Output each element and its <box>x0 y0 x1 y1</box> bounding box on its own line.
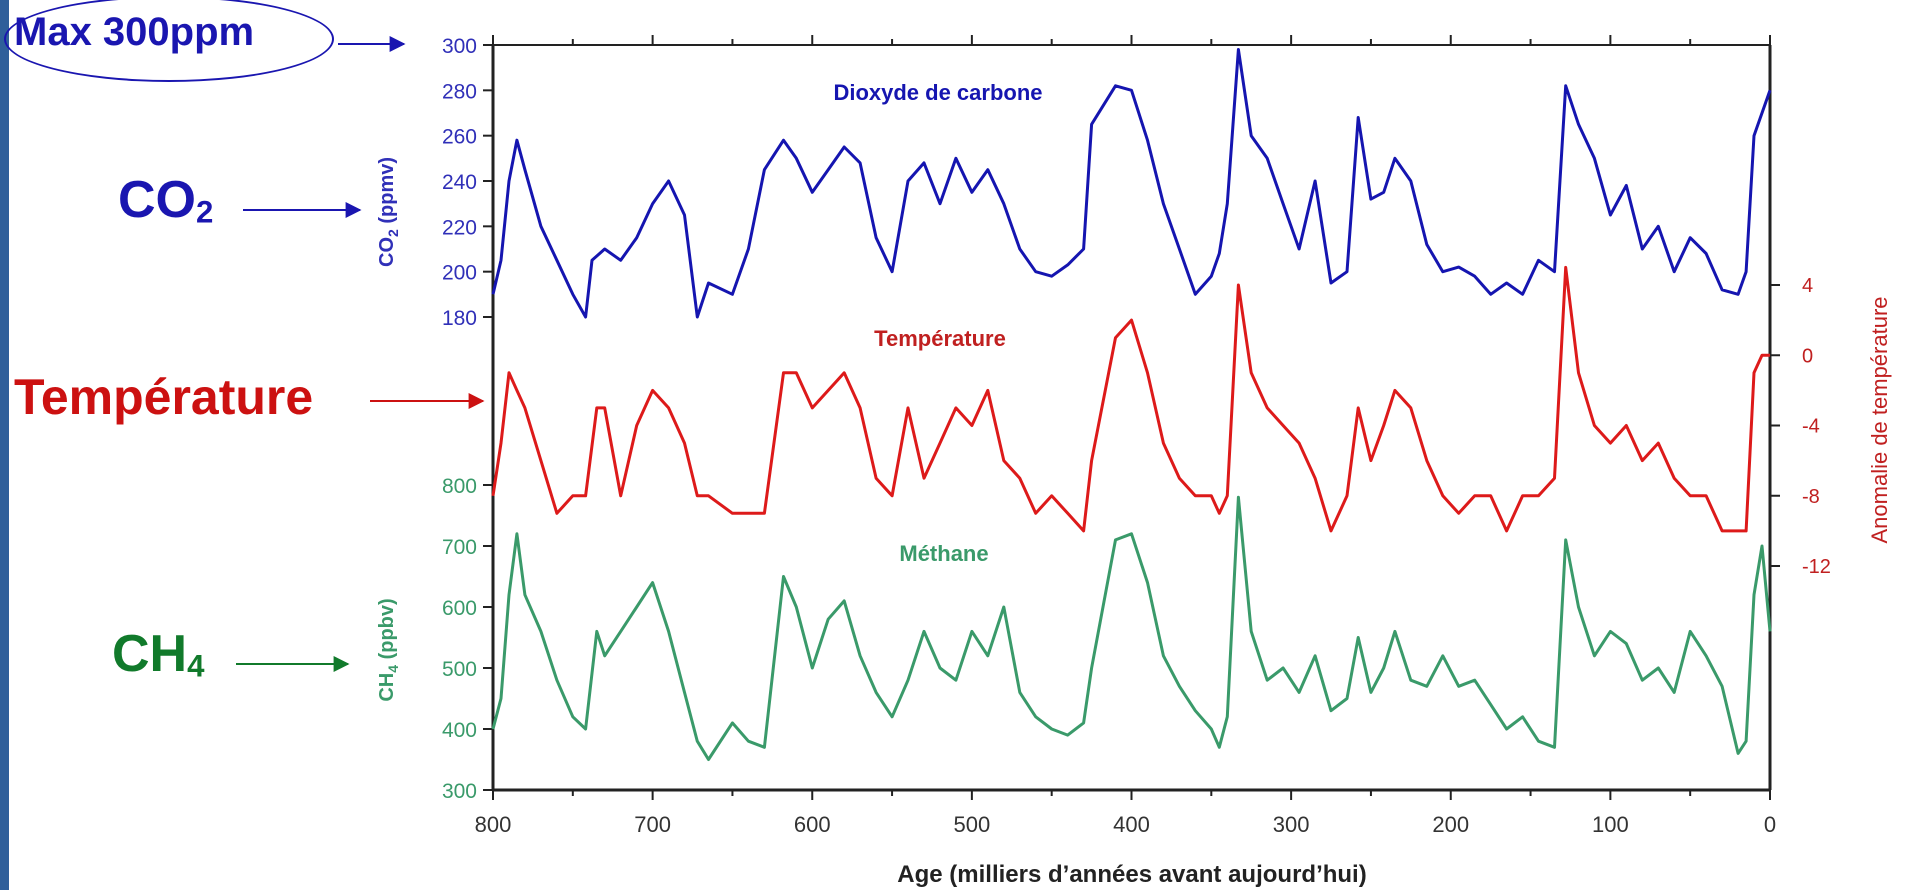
temperature-y-tick-label: -8 <box>1802 486 1820 508</box>
left-accent-bar <box>0 0 9 890</box>
methane-series-line <box>491 495 1772 761</box>
temperature-y-tick-label: 0 <box>1802 345 1813 367</box>
co2-y-tick-label: 200 <box>442 262 477 285</box>
temperature-series-line <box>491 265 1770 533</box>
co2-y-tick-label: 180 <box>442 307 477 330</box>
co2-y-tick-label: 280 <box>442 80 477 103</box>
co2-y-tick-label: 300 <box>442 35 477 58</box>
x-tick-label: 800 <box>475 812 512 837</box>
temperature-y-tick-label: -12 <box>1802 556 1831 578</box>
co2-y-tick-label: 220 <box>442 216 477 239</box>
methane-y-tick-label: 400 <box>442 719 477 742</box>
co2-series-label: Dioxyde de carbone <box>833 80 1042 105</box>
co2-axis-title: CO2 (ppmv) <box>376 157 401 267</box>
x-tick-label: 300 <box>1273 812 1310 837</box>
temperature-y-tick-label: -4 <box>1802 416 1820 438</box>
co2-y-tick-label: 240 <box>442 171 477 194</box>
x-tick-label: 500 <box>954 812 991 837</box>
co2-note: CO2 <box>118 171 214 230</box>
co2-y-tick-label: 260 <box>442 126 477 149</box>
x-tick-label: 200 <box>1432 812 1469 837</box>
x-tick-label: 100 <box>1592 812 1629 837</box>
methane-series-label: Méthane <box>899 541 988 566</box>
temperature-y-tick-label: 4 <box>1802 275 1813 297</box>
temperature-axis-title: Anomalie de température <box>1867 296 1892 543</box>
co2-series-line <box>491 48 1772 319</box>
methane-y-tick-label: 700 <box>442 536 477 559</box>
methane-y-tick-label: 800 <box>442 475 477 498</box>
max-label-ellipse <box>4 0 334 82</box>
methane-y-tick-label: 300 <box>442 780 477 803</box>
methane-y-tick-label: 500 <box>442 658 477 681</box>
x-tick-label: 600 <box>794 812 831 837</box>
x-tick-label: 400 <box>1113 812 1150 837</box>
x-tick-label: 0 <box>1764 812 1776 837</box>
ch4-note: CH4 <box>112 625 205 684</box>
temperature-note: Température <box>14 369 314 425</box>
temperature-series-label: Température <box>874 326 1006 351</box>
ch4-axis-title: CH4 (ppbv) <box>376 598 401 701</box>
methane-y-tick-label: 600 <box>442 597 477 620</box>
x-tick-label: 700 <box>634 812 671 837</box>
max-300ppm-note: Max 300ppm <box>14 10 255 54</box>
x-axis-title: Age (milliers d’années avant aujourd’hui… <box>897 861 1366 888</box>
